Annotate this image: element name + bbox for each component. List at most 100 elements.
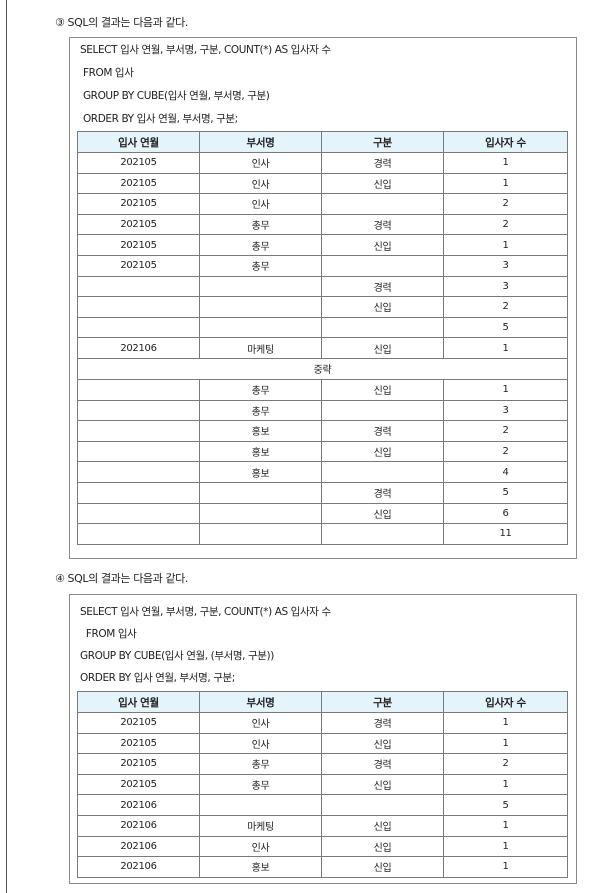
q4-table-row: 202105 인사 경력 1 (77, 712, 568, 734)
table-cell: 202105 (77, 152, 200, 174)
table-cell: 202105 (77, 172, 200, 195)
table-cell: 1 (443, 773, 568, 796)
table-cell: 1 (443, 172, 568, 195)
table-cell: 신입 (321, 378, 444, 401)
table-cell (199, 481, 322, 504)
table-cell: 홍보 (199, 461, 322, 483)
q3-answer-box: SELECT 입사 연월, 부서명, 구분, COUNT(*) AS 입사자 수… (69, 37, 577, 559)
q3-table-row: 5 (77, 316, 568, 339)
table-cell: 신입 (321, 814, 444, 837)
q3-header-cell: 구분 (321, 131, 444, 153)
table-cell: 신입 (321, 234, 444, 256)
table-cell: 경력 (321, 213, 444, 236)
q4-table-row: 202106 마케팅 신입 1 (77, 814, 568, 837)
q4-header-cell: 입사자 수 (443, 691, 568, 713)
table-cell: 경력 (321, 152, 444, 174)
omitted-label: 중략 (77, 357, 568, 380)
q4-table-row: 202105 총무 경력 2 (77, 753, 568, 775)
table-cell: 5 (443, 316, 568, 339)
table-cell (77, 296, 200, 318)
q4-table-row: 202105 인사 신입 1 (77, 732, 568, 755)
table-cell: 신입 (321, 773, 444, 796)
table-cell (321, 794, 444, 816)
q3-header-row: 입사 연월 부서명 구분 입사자 수 (77, 131, 568, 153)
table-cell: 5 (443, 794, 568, 816)
q3-table-row: 202105 총무 3 (77, 254, 568, 277)
table-cell: 202105 (77, 213, 200, 236)
table-cell: 202105 (77, 732, 200, 755)
q3-table-row: 홍보 4 (77, 461, 568, 483)
q4-header-row: 입사 연월 부서명 구분 입사자 수 (77, 691, 568, 713)
table-cell: 6 (443, 502, 568, 525)
table-cell: 총무 (199, 254, 322, 277)
q3-table-row: 202105 총무 경력 2 (77, 213, 568, 236)
table-cell (199, 296, 322, 318)
q3-table-row: 홍보 신입 2 (77, 440, 568, 463)
q4-answer-box: SELECT 입사 연월, 부서명, 구분, COUNT(*) AS 입사자 수… (69, 594, 577, 884)
table-cell: 202105 (77, 712, 200, 734)
q3-sql-line-3: GROUP BY CUBE(입사 연월, 부서명, 구분) (80, 90, 270, 102)
table-cell (77, 481, 200, 504)
table-cell: 2 (443, 440, 568, 463)
q4-table-row: 202106 홍보 신입 1 (77, 856, 568, 878)
q3-sql-line-2: FROM 입사 (80, 67, 134, 79)
table-cell (321, 316, 444, 339)
table-cell: 202105 (77, 753, 200, 775)
table-cell (77, 378, 200, 401)
q3-header-cell: 입사 연월 (77, 131, 200, 153)
q3-result-table: 입사 연월 부서명 구분 입사자 수 202105 인사 경력 1 202105 인사 신입… (77, 131, 568, 545)
table-cell: 총무 (199, 234, 322, 256)
q4-sql-line-2: FROM 입사 (80, 628, 137, 640)
q4-title: ④ SQL의 결과는 다음과 같다. (55, 572, 188, 585)
q3-sql-line-1: SELECT 입사 연월, 부서명, 구분, COUNT(*) AS 입사자 수 (80, 44, 331, 56)
table-cell (77, 502, 200, 525)
table-cell: 11 (443, 523, 568, 545)
q4-sql-line-1: SELECT 입사 연월, 부서명, 구분, COUNT(*) AS 입사자 수 (80, 606, 331, 618)
table-cell: 신입 (321, 835, 444, 858)
q4-result-table: 입사 연월 부서명 구분 입사자 수 202105 인사 경력 1 202105 인사 신입… (77, 691, 568, 878)
table-cell (77, 316, 200, 339)
table-cell (77, 523, 200, 545)
table-cell: 홍보 (199, 856, 322, 878)
table-cell: 총무 (199, 378, 322, 401)
q4-table-row: 202106 인사 신입 1 (77, 835, 568, 858)
table-cell: 신입 (321, 732, 444, 755)
table-cell: 마케팅 (199, 814, 322, 837)
table-cell: 경력 (321, 275, 444, 298)
left-margin-rule (6, 0, 7, 893)
table-cell: 202106 (77, 794, 200, 816)
table-cell (199, 316, 322, 339)
table-cell: 202106 (77, 856, 200, 878)
q4-table-row: 202106 5 (77, 794, 568, 816)
table-cell: 1 (443, 732, 568, 755)
table-cell: 202105 (77, 193, 200, 215)
table-cell: 마케팅 (199, 337, 322, 359)
q3-table-row: 11 (77, 523, 568, 545)
table-cell: 경력 (321, 481, 444, 504)
table-cell: 신입 (321, 502, 444, 525)
q3-table-row: 202105 인사 2 (77, 193, 568, 215)
table-cell (321, 254, 444, 277)
q4-sql-line-4: ORDER BY 입사 연월, 부서명, 구분; (80, 672, 235, 684)
q3-omitted-row: 중략 (77, 357, 568, 380)
table-cell: 1 (443, 234, 568, 256)
q3-table-row: 경력 5 (77, 481, 568, 504)
table-cell: 1 (443, 712, 568, 734)
q3-table-row: 총무 3 (77, 399, 568, 422)
q3-title: ③ SQL의 결과는 다음과 같다. (55, 16, 188, 29)
table-cell (321, 523, 444, 545)
table-cell: 2 (443, 420, 568, 442)
table-cell: 3 (443, 275, 568, 298)
table-cell: 홍보 (199, 440, 322, 463)
q3-table-row: 202105 인사 신입 1 (77, 172, 568, 195)
table-cell: 202105 (77, 773, 200, 796)
table-cell: 총무 (199, 213, 322, 236)
table-cell (321, 461, 444, 483)
table-cell: 3 (443, 399, 568, 422)
table-cell: 신입 (321, 440, 444, 463)
table-cell: 2 (443, 296, 568, 318)
q3-table-row: 202106 마케팅 신입 1 (77, 337, 568, 359)
table-cell: 인사 (199, 835, 322, 858)
table-cell: 202106 (77, 835, 200, 858)
table-cell (199, 502, 322, 525)
